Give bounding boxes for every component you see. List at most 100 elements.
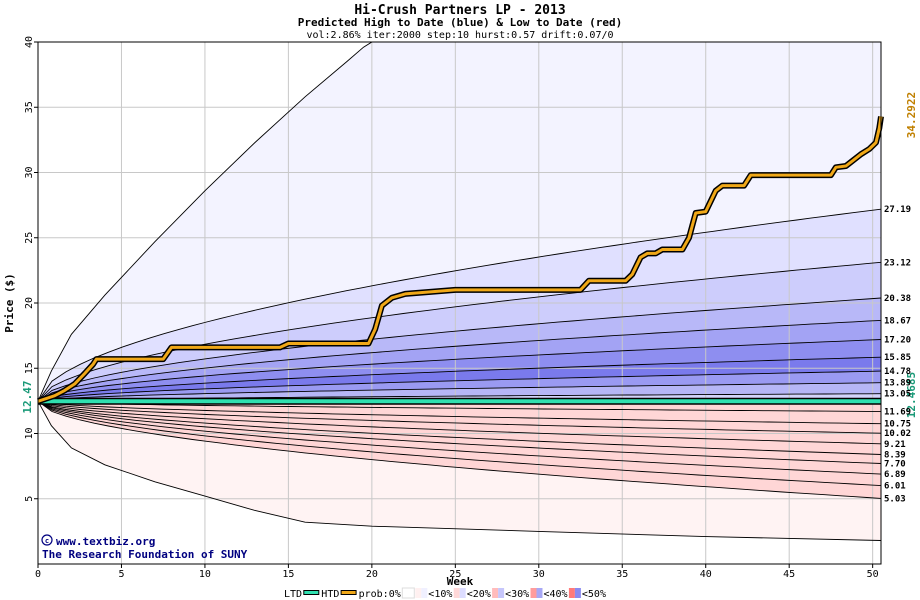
band-end-label: 10.75 (884, 420, 911, 430)
band-end-label: 18.67 (884, 316, 911, 326)
watermark-url: www.textbiz.org (56, 535, 155, 548)
quantile-curve-15 (37, 400, 882, 455)
quantile-curve-4 (37, 297, 882, 402)
y-tick-label: 20 (24, 297, 35, 309)
band-end-label: 10.02 (884, 429, 911, 439)
quantile-curve-19 (37, 400, 882, 499)
quantile-curve-9 (37, 382, 882, 402)
legend-label: <50% (582, 589, 606, 600)
grid-lines (38, 41, 881, 564)
copyright-icon (41, 534, 53, 546)
legend-swatch-blue (421, 588, 428, 598)
band-end-label: 11.69 (884, 407, 911, 417)
x-tick-label: 30 (533, 569, 545, 580)
legend: LTD HTD prob:0% <10% <20% <30% <40% <50% (284, 587, 606, 600)
quantile-curve-18 (37, 400, 882, 487)
htd-line (37, 116, 883, 403)
high-band-5 (38, 339, 881, 402)
htd-end-label: 34.2922 (905, 92, 918, 138)
quantile-curve-7 (37, 356, 882, 402)
x-tick-label: 40 (700, 569, 712, 580)
legend-label: <40% (544, 589, 568, 600)
legend-swatch-red (492, 588, 499, 598)
high-band-8 (38, 382, 881, 402)
watermark-org: The Research Foundation of SUNY (42, 548, 248, 561)
legend-swatch-blue (536, 588, 543, 598)
ltd-end-label: 12.4685 (905, 372, 918, 418)
x-tick-label: 10 (199, 569, 211, 580)
legend-swatch-red (568, 588, 575, 598)
x-tick-label: 45 (783, 569, 795, 580)
band-end-label: 13.89 (884, 379, 911, 389)
band-end-label: 20.38 (884, 294, 911, 304)
legend-swatch-blue (574, 588, 581, 598)
legend-label: prob:0% (359, 589, 401, 600)
chart-params: vol:2.86% iter:2000 step:10 hurst:0.57 d… (306, 30, 613, 41)
legend-swatch-red (530, 588, 537, 598)
band-end-label: 15.85 (884, 353, 911, 363)
quantile-curve-16 (37, 400, 882, 464)
y-tick-label: 25 (24, 232, 35, 244)
y-axis-ticks: 5 10 15 20 25 30 35 40 (24, 36, 38, 502)
y-tick-label: 40 (24, 36, 35, 48)
legend-swatch (401, 587, 415, 599)
high-band-3 (38, 298, 881, 402)
band-end-label: 5.03 (884, 494, 906, 504)
x-axis-ticks: 0 5 10 15 20 25 30 35 40 45 50 (35, 564, 879, 580)
x-tick-label: 0 (35, 569, 41, 580)
quantile-curve-2 (37, 208, 882, 402)
y-axis-label: Price ($) (3, 273, 16, 333)
legend-swatch-line (341, 591, 356, 594)
start-price-label: 12.47 (21, 380, 34, 413)
x-axis-label: Week (447, 575, 474, 588)
legend-label: HTD (321, 589, 339, 600)
legend-label: <20% (467, 589, 491, 600)
legend-swatch-red (453, 588, 460, 598)
legend-swatch-blue (459, 588, 466, 598)
copyright-letter: c (45, 537, 49, 545)
x-tick-label: 20 (366, 569, 378, 580)
x-tick-label: 15 (282, 569, 294, 580)
watermark: c www.textbiz.org The Research Foundatio… (41, 534, 248, 561)
x-tick-label: 25 (449, 569, 461, 580)
band-end-label: 17.20 (884, 336, 911, 346)
high-band-1 (38, 209, 881, 402)
quantile-curve-5 (37, 319, 882, 402)
band-end-label: 8.39 (884, 451, 906, 461)
band-end-label: 23.12 (884, 258, 911, 268)
quantile-curve-13 (37, 400, 882, 434)
y-tick-label: 15 (24, 362, 35, 374)
high-band-4 (38, 320, 881, 402)
band-end-label: 13.05 (884, 390, 911, 400)
band-end-label: 6.01 (884, 482, 906, 492)
quantile-curve-1 (37, 401, 882, 541)
quantile-curve-12 (37, 400, 882, 425)
high-band-2 (38, 262, 881, 402)
low-band-9 (38, 401, 881, 499)
chart-subtitle: Predicted High to Date (blue) & Low to D… (298, 16, 623, 29)
band-end-label: 9.21 (884, 440, 906, 450)
legend-label: <30% (505, 589, 529, 600)
quantile-curve-14 (37, 400, 882, 445)
x-tick-label: 5 (118, 569, 124, 580)
y-tick-label: 30 (24, 166, 35, 178)
quantile-curve-17 (37, 400, 882, 475)
band-end-label: 7.70 (884, 460, 906, 470)
chart-title: Hi-Crush Partners LP - 2013 (354, 3, 565, 18)
legend-swatch-red (415, 588, 422, 598)
quantile-curve-11 (37, 400, 881, 412)
y-tick-label: 10 (24, 427, 35, 439)
legend-label: <10% (428, 589, 452, 600)
x-tick-label: 35 (616, 569, 628, 580)
legend-swatch-blue (498, 588, 505, 598)
band-end-label: 14.78 (884, 367, 911, 377)
quantile-curve-6 (37, 339, 882, 402)
x-tick-label: 50 (867, 569, 879, 580)
legend-swatch-line (304, 591, 319, 594)
legend-label: LTD (284, 589, 302, 600)
band-end-label: 27.19 (884, 205, 911, 215)
quantile-curve-0 (37, 41, 881, 402)
series-lines (37, 116, 884, 405)
high-band-7 (38, 371, 881, 402)
